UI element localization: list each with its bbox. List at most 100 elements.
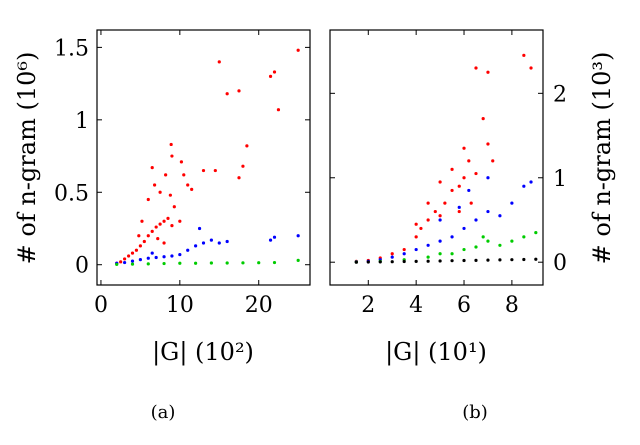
panel-a-series-0-point-4 [130,251,135,255]
panel-a-series-1-point-14 [225,239,229,244]
panel-a: 0 10 20 0 0.5 1 1.5 |G| (10²) # of n-gram (10⁶… [13,29,311,423]
panel-a-ytick-label-3: 1.5 [54,36,89,61]
panel-a-series-0-point-36 [245,144,249,148]
panel-b-series-0-point-26 [438,180,442,184]
panel-a-series-0-point-33 [213,168,217,173]
panel-b-series-1-point-10 [474,218,478,222]
panel-b-series-3-point-0 [354,260,358,264]
panel-b-series-2-point-7 [486,239,490,243]
panel-b-series-0-point-24 [450,167,454,171]
panel-a-series-2-point-3 [162,261,166,266]
panel-b-series-0-point-4 [402,247,406,252]
panel-b-series-1-point-17 [457,205,461,209]
panel-b-marks [354,53,538,264]
panel-a-series-2-point-6 [209,261,213,265]
panel-b-series-1-point-5 [414,247,418,252]
panel-a-series-0-point-12 [162,219,166,223]
panel-b-series-2-point-5 [462,247,466,252]
panel-b-xtick-label-2: 6 [457,293,471,318]
panel-a-series-1-point-15 [197,226,202,231]
panel-a-xtick-label-0: 0 [94,293,108,318]
panel-a-series-1-point-1 [123,260,127,265]
panel-a-series-0-point-44 [179,160,184,164]
panel-a-series-0-point-23 [169,142,173,147]
panel-b-series-2-point-13 [481,235,485,239]
panel-b-series-1-point-9 [462,226,466,231]
panel-b-series-3-point-8 [450,259,454,263]
panel-a-series-1-point-4 [146,256,150,260]
panel-a-series-1-point-17 [272,235,277,239]
panel-b-series-3-point-7 [438,259,442,263]
panel-a-series-1-point-5 [154,255,158,260]
panel-b-series-0-point-21 [522,53,526,57]
panel-a-series-0-point-22 [170,154,174,158]
panel-b-series-3-point-6 [426,259,430,263]
panel-a-frame [96,29,311,286]
panel-a-series-0-point-3 [126,254,131,258]
panel-a-series-1-point-7 [170,254,174,258]
panel-a-series-0-point-32 [201,168,206,173]
panel-a-series-0-point-25 [156,237,160,241]
panel-b: 2 4 6 8 0 1 2 |G| (10¹) # of n-gram (10³) (b) [329,29,616,423]
panel-b-series-1-point-7 [438,239,442,243]
panel-b-xlabel: |G| (10¹) [385,338,487,367]
panel-a-ticks: 0 10 20 0 0.5 1 1.5 [54,30,310,318]
panel-b-series-1-point-11 [486,209,490,214]
panel-a-series-1-point-16 [268,238,273,242]
panel-a-ytick-label-2: 1 [75,109,89,134]
panel-b-series-0-point-20 [486,70,490,74]
panel-a-caption: (a) [151,402,176,423]
panel-b-series-3-point-3 [390,260,394,264]
panel-a-series-1-point-12 [209,238,213,242]
panel-b-series-3-point-4 [402,259,406,264]
panel-b-series-1-point-13 [510,201,514,205]
panel-a-series-0-point-18 [158,190,162,194]
panel-a-series-0-point-7 [142,239,146,244]
panel-a-series-2-point-7 [225,261,229,265]
panel-a-series-2-point-8 [241,261,245,265]
panel-a-series-0-point-14 [170,224,174,228]
panel-b-ticks: 2 4 6 8 0 1 2 [330,30,567,318]
panel-b-series-0-point-16 [486,142,490,146]
panel-a-series-1-point-13 [217,241,221,245]
panel-b-series-1-point-6 [426,243,430,247]
panel-b-series-0-point-8 [433,209,437,214]
panel-b-series-3-point-14 [522,257,526,262]
panel-a-series-0-point-9 [150,229,154,233]
panel-a-marks [115,48,300,267]
panel-a-series-1-point-6 [162,255,166,259]
panel-b-series-0-point-23 [462,146,466,150]
panel-b-series-0-point-28 [469,201,473,205]
panel-a-series-0-point-19 [164,173,168,177]
panel-a-series-2-point-4 [178,261,182,265]
panel-a-series-1-point-11 [201,241,206,245]
panel-a-xtick-label-2: 20 [245,293,273,318]
panel-a-series-0-point-35 [241,164,245,168]
panel-a-series-0-point-11 [158,222,162,226]
panel-b-series-3-point-9 [462,258,466,263]
panel-b-series-0-point-29 [414,222,418,226]
panel-a-series-0-point-10 [154,225,158,229]
panel-a-series-0-point-6 [138,244,142,248]
panel-a-series-1-point-9 [186,248,190,252]
panel-b-series-3-point-5 [414,259,418,263]
panel-b-series-0-point-27 [457,209,461,214]
panel-a-series-2-point-2 [146,262,150,266]
panel-b-series-0-point-11 [450,188,454,193]
panel-a-series-0-point-17 [152,183,157,187]
panel-a-series-0-point-39 [237,89,241,93]
panel-b-series-1-point-16 [438,218,442,222]
panel-b-caption: (b) [462,402,488,423]
panel-a-series-0-point-13 [166,216,170,220]
panel-a-series-0-point-26 [162,241,166,245]
panel-b-series-2-point-8 [498,243,502,247]
panel-b-series-0-point-13 [462,176,466,180]
panel-a-xtick-label-1: 10 [166,293,194,318]
panel-b-series-0-point-15 [474,171,478,176]
panel-b-series-0-point-5 [414,235,418,239]
panel-a-ytick-label-1: 0.5 [54,181,89,206]
panel-a-series-0-point-15 [140,219,144,223]
panel-b-series-0-point-3 [390,252,394,256]
panel-b-ylabel: # of n-gram (10³) [588,52,616,265]
panel-b-series-0-point-12 [457,184,461,188]
